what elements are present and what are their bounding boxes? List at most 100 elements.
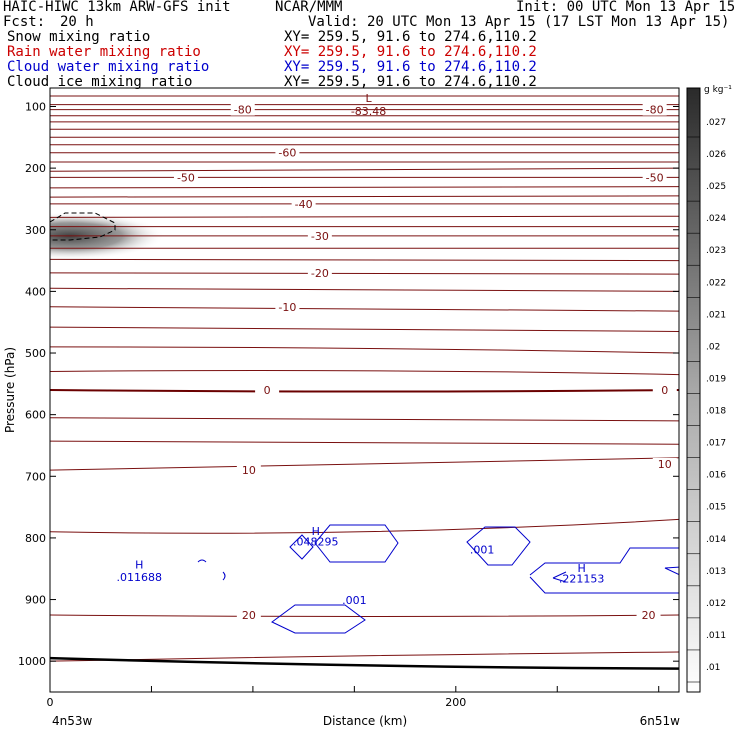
cloud-water-label-3: .048295 [293,535,339,548]
y-axis-label: Pressure (hPa) [3,347,17,433]
y-tick-label-7: 800 [25,532,46,545]
temperature-label-bg-10 [652,384,677,396]
x-axis: 0 200 [47,686,660,709]
temperature-label-3: -50 [177,171,195,184]
forecast-label: Fcst: [3,14,46,30]
cloud-water-contour-f [529,576,679,594]
temperature-label-0: -80 [234,104,252,117]
colorbar-label-9: .018 [706,407,726,417]
field-cloudwater-name: Cloud water mixing ratio [7,59,210,75]
x-tick-label-1: 200 [445,696,466,709]
temperature-label-11: 10 [242,464,256,477]
colorbar-label-7: .02 [706,342,720,352]
temperature-contour-30 [50,614,679,617]
colorbar-label-8: .019 [706,374,726,384]
temperature-label-bg-3 [173,171,198,184]
colorbar-label-4: .023 [706,246,726,256]
temperature-label-12: 10 [658,458,672,471]
surface-line [50,656,679,670]
colorbar-label-2: .025 [706,182,726,192]
temperature-contour-21 [50,287,679,292]
field-cloudice-name: Cloud ice mixing ratio [7,74,193,90]
temperature-label-bg-13 [236,608,261,621]
colorbar-label-1: .026 [706,150,726,160]
colorbar-label-6: .021 [706,310,726,320]
temperature-contour-25 [50,369,679,376]
field-cloudwater-xy: XY= 259.5, 91.6 to 274.6,110.2 [284,59,537,75]
colorbar-label-17: .01 [706,663,720,673]
temperature-label-bg-2 [275,146,300,159]
temperature-label-bg-12 [652,457,677,470]
y-tick-label-6: 700 [25,470,46,483]
temperature-label-bg-8 [275,300,300,313]
cloud-water-label-7: .221153 [559,572,605,585]
field-snow-xy: XY= 259.5, 91.6 to 274.6,110.2 [284,29,537,45]
temperature-label-10: 0 [661,384,668,397]
colorbar-label-13: .014 [706,535,726,545]
ice-min-value: -83.48 [351,105,386,118]
freezing-level-line [50,389,679,393]
y-tick-label-8: 900 [25,594,46,607]
y-tick-label-4: 500 [25,347,46,360]
temperature-label-7: -20 [311,267,329,280]
temperature-label-bg-0 [230,103,255,116]
temperature-label-9: 0 [264,384,271,397]
plot-frame [49,87,680,693]
init-time: Init: 00 UTC Mon 13 Apr 15 [516,0,736,15]
temperature-contour-12 [50,186,679,189]
cloud-water-contour-i [197,559,207,563]
temperature-contour-26 [50,417,679,422]
temperature-label-4: -50 [646,171,664,184]
y-tick-label-2: 300 [25,224,46,237]
temperature-label-1: -80 [646,104,664,117]
title-center: NCAR/MMM [275,0,343,15]
colorbar-ramp [686,87,701,693]
cloud-water-label-1: .011688 [117,571,163,584]
colorbar-label-15: .012 [706,599,726,609]
cloud-water-contours [197,524,679,634]
field-snow-name: Snow mixing ratio [7,29,151,45]
cloud-water-contour-d [271,604,366,634]
cloud-water-label-4: .001 [342,594,367,607]
colorbar-label-11: .016 [706,471,726,481]
cloud-water-contour-j [222,571,226,581]
temperature-label-5: -40 [295,198,313,211]
colorbar-label-16: .011 [706,631,726,641]
cloud-water-contour-e [529,547,679,576]
temperature-contour-23 [50,326,679,332]
temperature-labels: -80 -80 -60 -50 -50 -40 -30 -20 -10 0 0 10 10 20 20 [173,103,677,622]
cloud-water-contour-g [664,566,679,576]
temperature-label-bg-11 [236,464,261,477]
x-tick-label-0: 0 [47,696,54,709]
temperature-label-6: -30 [311,230,329,243]
colorbar-label-3: .024 [706,214,726,224]
temperature-label-bg-9 [255,384,280,396]
cloud-water-contour-c [466,526,531,566]
forecast-hour: 20 h [60,14,94,30]
temperature-contour-19 [50,258,679,262]
title-left: HAIC-HIWC 13km ARW-GFS init [3,0,231,15]
cloud-water-contour-a [289,534,314,560]
temperature-contour-22 [50,306,679,312]
cloud-water-label-5: .001 [470,543,495,556]
field-rain-name: Rain water mixing ratio [7,44,201,60]
temperature-label-bg-4 [642,171,667,184]
colorbar: .027 .026 .025 .024 .023 .022 .021 .02 .019 .018.… [686,85,732,693]
y-tick-label-5: 600 [25,409,46,422]
temperature-label-bg-1 [642,103,667,116]
cloud-water-label-2: H [312,525,320,538]
temperature-contour-15 [50,215,679,218]
temperature-label-bg-5 [291,197,316,210]
field-cloudice-xy: XY= 259.5, 91.6 to 274.6,110.2 [284,74,537,90]
temperature-label-bg-6 [307,229,332,242]
temperature-contour-28 [50,457,679,471]
temperature-label-13: 20 [242,609,256,622]
cloud-water-contour-h [552,571,567,583]
ice-min-label: L [365,92,372,105]
colorbar-label-5: .022 [706,278,726,288]
x-endpoint-right: 6n51w [640,714,681,728]
y-tick-label-0: 100 [25,100,46,113]
